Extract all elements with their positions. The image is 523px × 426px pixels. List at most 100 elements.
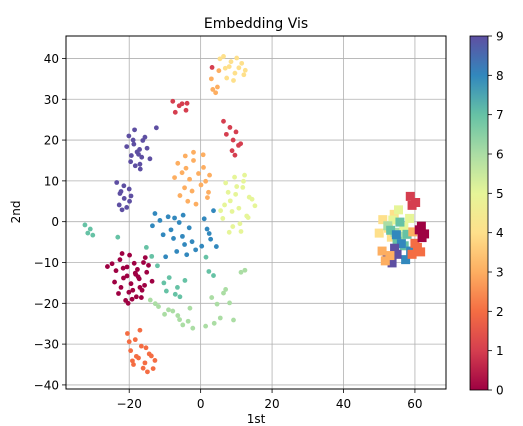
colorbar [469, 35, 489, 391]
data-point [177, 294, 183, 300]
data-point [228, 59, 234, 65]
data-point [152, 211, 158, 216]
square-point [410, 238, 420, 248]
data-point [155, 263, 160, 269]
square-point [385, 251, 395, 261]
data-point [172, 291, 178, 297]
data-point [184, 100, 190, 106]
data-point [238, 229, 244, 234]
square-point [396, 239, 406, 249]
data-point [137, 161, 143, 167]
data-point [147, 297, 153, 303]
data-point [137, 166, 143, 172]
x-tick-label: 0 [197, 397, 205, 411]
colorbar-tick-label: 6 [496, 148, 504, 162]
data-point [128, 193, 134, 199]
data-point [117, 257, 123, 263]
data-point [191, 158, 196, 163]
data-point [204, 226, 210, 232]
square-point [405, 213, 415, 223]
data-point [193, 201, 199, 207]
data-point [170, 98, 176, 104]
data-point [182, 242, 187, 247]
colorbar-tick-label: 1 [496, 344, 504, 358]
data-point [222, 65, 228, 71]
square-point [377, 246, 387, 256]
square-point [392, 249, 402, 259]
data-point [236, 65, 242, 71]
series-label-9 [114, 125, 159, 213]
data-point [237, 221, 243, 227]
data-point [183, 107, 189, 113]
data-point [124, 144, 130, 149]
data-point [226, 64, 232, 70]
series-label-7 [82, 222, 216, 300]
data-point [199, 243, 205, 249]
square-point [402, 229, 412, 239]
data-point [144, 145, 150, 151]
data-point [132, 163, 138, 169]
data-point [109, 261, 115, 267]
square-series-label-0 [414, 221, 430, 243]
data-point [121, 196, 127, 201]
data-point [149, 278, 155, 284]
data-point [213, 244, 219, 249]
data-point [182, 278, 188, 283]
data-point [206, 269, 212, 274]
colorbar-tick-label: 7 [496, 108, 504, 122]
square-point [394, 205, 403, 215]
data-point [141, 260, 146, 265]
data-point [179, 170, 185, 176]
data-point [125, 300, 131, 306]
y-tick-label: −40 [34, 378, 59, 392]
data-point [176, 220, 182, 225]
data-point [119, 207, 125, 213]
data-point [182, 185, 187, 191]
square-point [405, 191, 415, 201]
data-point [220, 216, 226, 221]
data-point [210, 87, 216, 92]
data-point [226, 229, 232, 235]
data-point [241, 72, 247, 78]
data-point [198, 182, 204, 188]
data-point [238, 269, 244, 275]
square-point [374, 228, 384, 238]
series-label-5 [218, 172, 258, 235]
data-point [135, 267, 140, 272]
plot-frame [65, 35, 447, 390]
data-point [170, 308, 176, 314]
data-point [137, 327, 143, 333]
square-series-label-2 [407, 238, 426, 259]
data-point [163, 254, 169, 260]
square-point [390, 243, 400, 253]
data-point [232, 70, 238, 76]
data-point [206, 231, 212, 236]
y-tick-label: 10 [44, 174, 59, 188]
y-tick-label: −30 [34, 338, 59, 352]
y-tick-label: 0 [51, 215, 59, 229]
data-point [252, 203, 258, 209]
data-point [189, 239, 195, 245]
square-point [388, 215, 398, 225]
data-point [230, 224, 236, 229]
data-point [187, 176, 192, 182]
data-point [233, 129, 239, 135]
data-point [131, 141, 137, 147]
data-point [163, 288, 169, 294]
data-point [229, 148, 235, 154]
data-point [126, 186, 132, 192]
data-point [139, 154, 145, 160]
data-point [132, 127, 137, 133]
data-point [177, 193, 183, 198]
data-point [239, 60, 245, 66]
data-point [242, 67, 248, 73]
data-point [230, 137, 236, 143]
data-point [203, 254, 209, 260]
data-point [236, 205, 242, 211]
data-point [121, 275, 126, 281]
square-point [386, 225, 396, 235]
data-point [179, 101, 185, 107]
data-point [208, 76, 214, 82]
square-point [407, 200, 417, 210]
x-axis-label: 1st [247, 412, 266, 426]
